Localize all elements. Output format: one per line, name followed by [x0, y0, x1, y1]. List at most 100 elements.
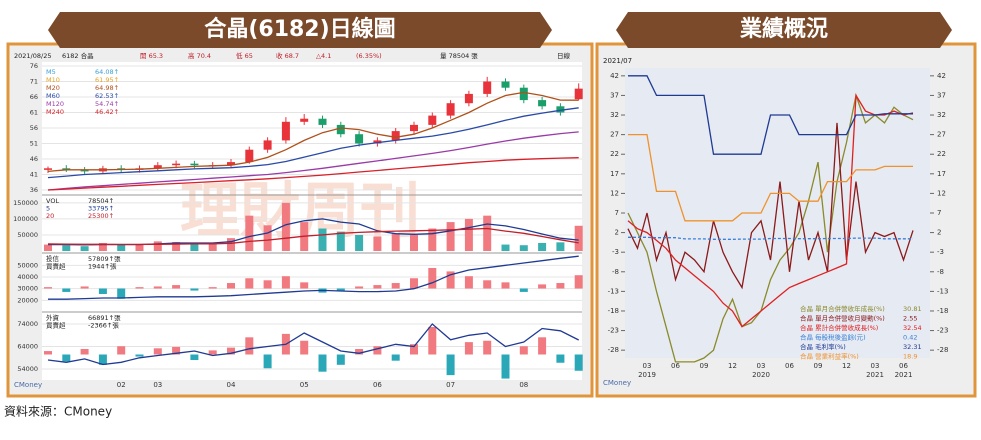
- legend-name: 合晶 累計合併營收成長(%): [800, 323, 878, 332]
- y-tick-label: 74000: [17, 320, 38, 328]
- net-bar: [98, 354, 107, 365]
- net-bar: [373, 346, 382, 355]
- net-bar: [464, 276, 473, 289]
- y-tick-label: 37: [610, 91, 619, 99]
- volume-bar: [172, 242, 181, 251]
- net-bar: [556, 354, 565, 363]
- candle-body: [574, 88, 583, 100]
- x-tick-label: 07: [446, 381, 455, 389]
- net-bar: [172, 346, 181, 355]
- net-bar: [208, 350, 217, 355]
- legend-name: 合晶 每股稅後盈餘(元): [800, 333, 866, 342]
- net-bar: [336, 288, 345, 292]
- candle-body: [391, 131, 400, 141]
- y2-tick-label: 37: [937, 91, 946, 99]
- legend-name: M240: [46, 108, 64, 116]
- net-bar: [135, 287, 144, 289]
- ma-line: [47, 107, 579, 179]
- candle-body: [410, 124, 418, 132]
- legend-name: 5: [46, 205, 50, 213]
- legend-name: 合晶 單月合併營收年成長(%): [800, 304, 885, 313]
- volume-bar: [574, 225, 583, 251]
- volume-bar: [355, 234, 364, 251]
- y2-tick-label: 22: [937, 150, 946, 158]
- x-tick-label: 12: [728, 362, 737, 370]
- volume-bar: [483, 215, 492, 251]
- net-bar: [355, 286, 364, 289]
- info-label: △4.1: [316, 52, 331, 60]
- series-line: [627, 92, 914, 363]
- candle-body: [263, 140, 272, 150]
- net-bar: [300, 340, 309, 355]
- net-bar: [172, 285, 181, 289]
- x-tick-label: 03: [757, 362, 766, 370]
- left-banner: [48, 12, 552, 48]
- candle-body: [281, 121, 290, 141]
- x-tick-label: 05: [300, 381, 309, 389]
- net-bar: [153, 286, 162, 289]
- legend-value: 30.81: [903, 305, 922, 313]
- net-bar: [98, 288, 107, 294]
- net-bar: [80, 349, 89, 355]
- net-bar: [190, 354, 199, 360]
- candle-body: [44, 168, 52, 170]
- candle-body: [318, 118, 327, 125]
- legend-value: 57809↑張: [88, 255, 121, 263]
- net-bar: [117, 346, 126, 355]
- net-bar: [501, 282, 510, 289]
- legend-value: 64.98↑: [95, 84, 119, 92]
- volume-bar: [62, 245, 71, 251]
- y2-tick-label: 17: [937, 170, 946, 178]
- net-bar: [44, 287, 52, 289]
- net-bar: [44, 351, 52, 355]
- legend-name: M20: [46, 84, 60, 92]
- candle-body: [227, 162, 235, 166]
- y-tick-label: 32: [610, 111, 619, 119]
- candle-body: [538, 100, 547, 107]
- right-banner: [616, 12, 952, 48]
- candle-body: [483, 81, 492, 94]
- volume-bar: [190, 242, 199, 251]
- x-tick-label: 03: [643, 362, 652, 370]
- net-bar: [410, 278, 418, 289]
- x-tick-label: 03: [871, 362, 880, 370]
- y-tick-label: 46: [30, 155, 38, 163]
- y-tick-label: 17: [610, 170, 619, 178]
- candle-body: [245, 149, 254, 163]
- volume-bar: [80, 246, 89, 251]
- legend-value: 18.9: [903, 353, 917, 361]
- y2-tick-label: -18: [937, 307, 948, 315]
- legend-value: 78504↑: [88, 197, 114, 205]
- logo: CMoney: [14, 381, 42, 389]
- x-tick-label: 09: [700, 362, 709, 370]
- y2-tick-label: 32: [937, 111, 946, 119]
- net-bar: [153, 348, 162, 355]
- left-plot-bg: [42, 62, 582, 380]
- y-tick-label: 76: [30, 62, 38, 70]
- net-bar: [245, 278, 254, 289]
- net-bar: [355, 349, 364, 355]
- volume-bar: [117, 244, 126, 251]
- x-tick-label: 06: [785, 362, 794, 370]
- y-tick-label: -23: [608, 327, 619, 335]
- series-line: [628, 236, 913, 240]
- net-bar: [135, 354, 144, 357]
- x-tick-label: 06: [671, 362, 680, 370]
- net-bar: [300, 282, 309, 289]
- net-bar: [208, 287, 217, 289]
- y-tick-label: 50000: [17, 261, 38, 269]
- y2-tick-label: 7: [937, 209, 941, 217]
- y-tick-label: 7: [615, 209, 619, 217]
- right-plot-bg: [625, 68, 930, 358]
- legend-name: 買賣超: [46, 262, 66, 271]
- volume-bar: [336, 231, 345, 251]
- net-bar: [556, 283, 565, 289]
- volume-bar: [245, 215, 254, 251]
- net-bar: [263, 354, 272, 369]
- ma-line: [47, 131, 579, 191]
- candle-body: [62, 168, 71, 170]
- legend-name: 合晶 單月合併營收月變動(%): [800, 314, 885, 323]
- net-bar: [574, 275, 583, 289]
- legend-value: 64.08↑: [95, 68, 119, 76]
